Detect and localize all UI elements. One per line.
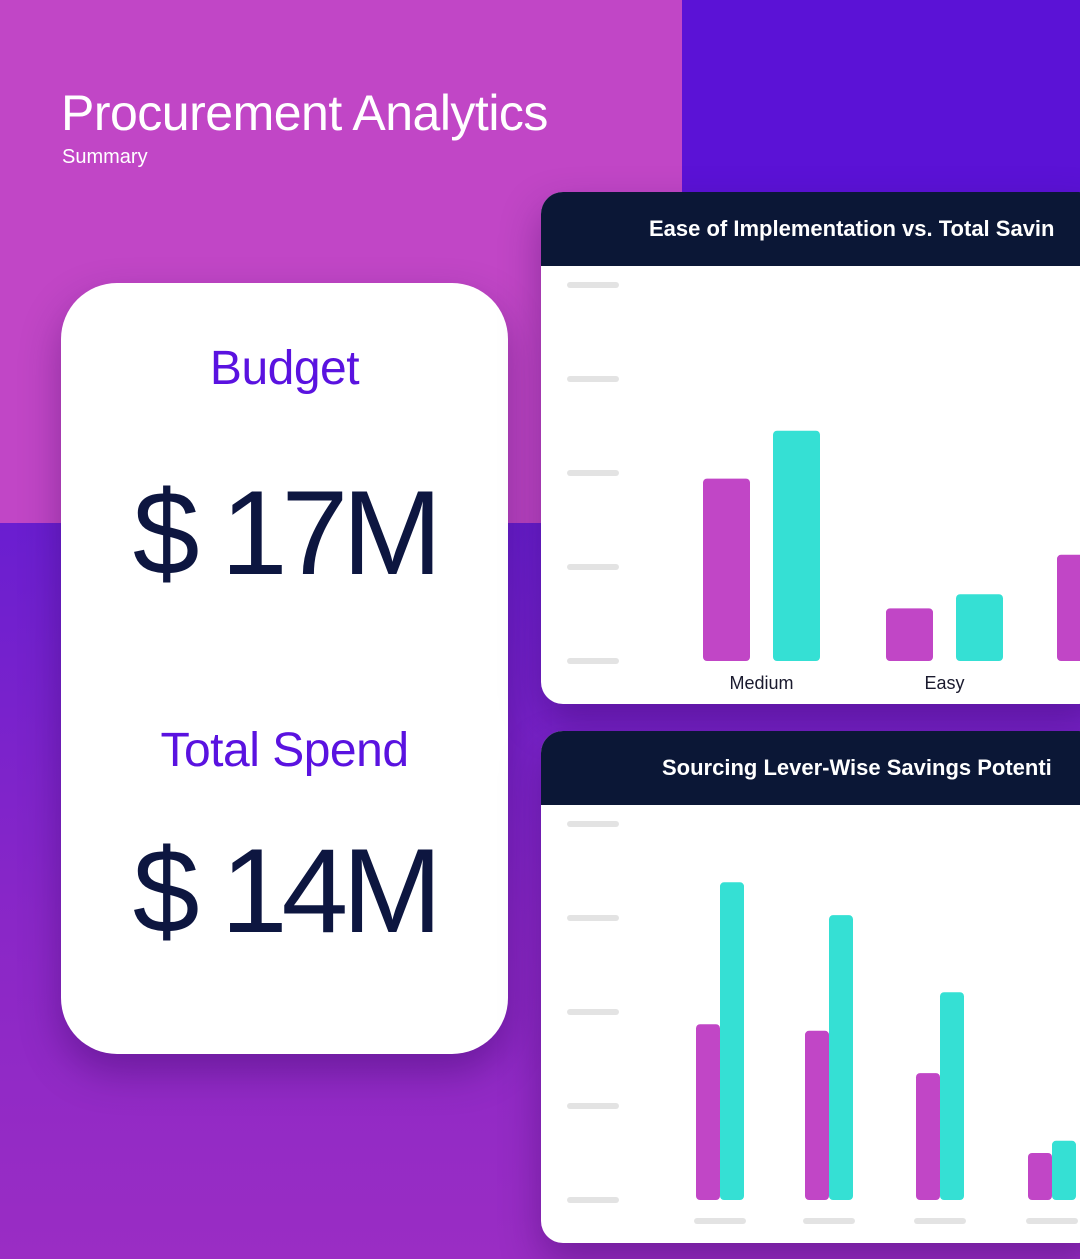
bar [829,915,853,1200]
y-tick-placeholder [567,915,619,921]
total-spend-value: $ 14M [132,824,443,958]
bar [1028,1153,1052,1200]
x-tick-placeholder [1026,1218,1078,1224]
bar [956,594,1003,661]
x-tick-placeholder [914,1218,966,1224]
ease-vs-savings-chart-card: Ease of Implementation vs. Total Savin M… [541,192,1080,704]
x-tick-label: Easy [924,673,964,693]
x-tick-placeholder [803,1218,855,1224]
bar [940,992,964,1200]
y-tick-placeholder [567,821,619,827]
sourcing-lever-chart-card: Sourcing Lever-Wise Savings Potenti [541,731,1080,1243]
chart-title: Ease of Implementation vs. Total Savin [649,216,1055,241]
y-tick-placeholder [567,658,619,664]
chart-header: Sourcing Lever-Wise Savings Potenti [541,731,1080,805]
sourcing-lever-chart [567,821,1078,1224]
kpi-card: Budget $ 17M Total Spend $ 14M [61,283,508,1054]
bar [720,882,744,1200]
y-tick-placeholder [567,1103,619,1109]
ease-vs-savings-chart: Medium Easy [567,282,1080,693]
y-tick-placeholder [567,282,619,288]
bar [703,478,750,661]
y-tick-placeholder [567,376,619,382]
total-spend-label: Total Spend [160,724,409,777]
bar [773,430,820,661]
y-tick-placeholder [567,564,619,570]
budget-label: Budget [209,342,360,395]
x-tick-label: Medium [729,673,793,693]
bar [696,1024,720,1200]
bar [1057,554,1080,661]
budget-value: $ 17M [132,466,443,600]
y-tick-placeholder [567,470,619,476]
bar [886,608,933,661]
page-subtitle: Summary [62,146,148,168]
bar [1052,1140,1076,1200]
x-tick-placeholder [694,1218,746,1224]
y-tick-placeholder [567,1009,619,1015]
bar [805,1030,829,1200]
chart-header: Ease of Implementation vs. Total Savin [541,192,1080,266]
page-title: Procurement Analytics [61,85,548,141]
chart-title: Sourcing Lever-Wise Savings Potenti [662,755,1052,780]
bar [916,1073,940,1200]
y-tick-placeholder [567,1197,619,1203]
